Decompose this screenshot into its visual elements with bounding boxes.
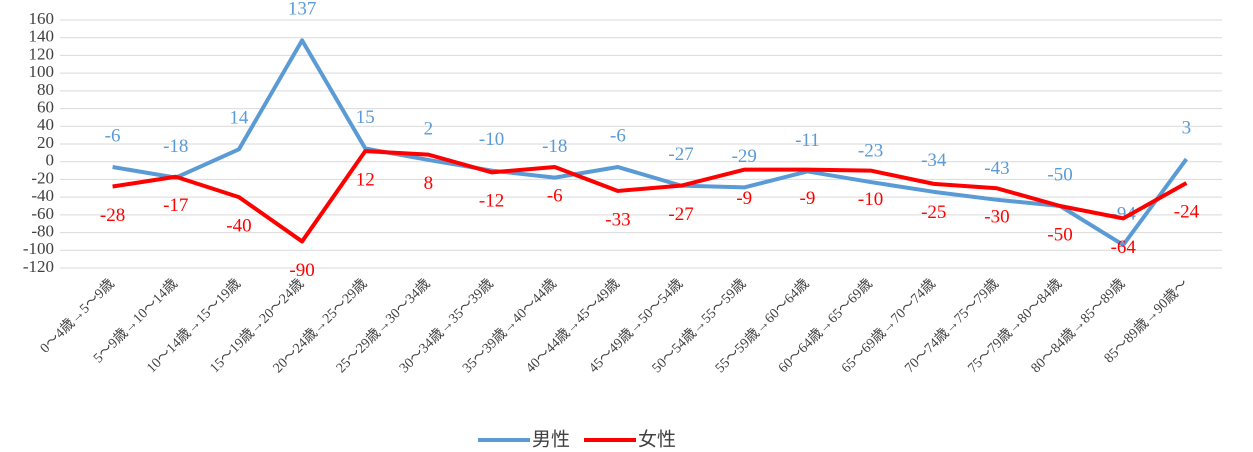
data-label: -64: [1111, 237, 1137, 258]
legend-label: 女性: [638, 429, 676, 451]
data-label: -6: [610, 125, 626, 146]
data-label: -10: [858, 189, 883, 210]
data-label: -18: [163, 136, 188, 157]
data-label: -50: [1047, 164, 1072, 185]
y-tick-label: 40: [37, 115, 54, 134]
data-label: 15: [356, 107, 375, 128]
data-label: -23: [858, 140, 883, 161]
data-label: -90: [289, 260, 314, 281]
data-label: -6: [105, 125, 121, 146]
data-label: -10: [479, 129, 504, 150]
data-label: 14: [229, 108, 249, 129]
y-tick-label: -80: [31, 221, 54, 240]
data-label: -25: [921, 202, 946, 223]
data-label: -18: [542, 136, 567, 157]
data-label: 12: [356, 169, 375, 190]
data-label: -17: [163, 195, 188, 216]
y-tick-label: 20: [37, 133, 54, 152]
data-label: 8: [424, 173, 434, 194]
line: [112, 38, 1189, 247]
y-tick-label: 120: [29, 44, 55, 63]
data-label: -6: [547, 185, 563, 206]
y-tick-label: -40: [31, 186, 54, 205]
data-label: -34: [921, 150, 947, 171]
data-label: -40: [226, 216, 251, 237]
y-tick-label: -60: [31, 204, 54, 223]
data-label: -33: [605, 209, 630, 230]
y-tick-label: 100: [29, 62, 55, 81]
data-label: -27: [668, 144, 693, 165]
y-tick-label: -120: [23, 257, 54, 276]
data-label: -29: [732, 146, 757, 167]
data-label: -24: [1174, 201, 1200, 222]
data-label: -43: [984, 158, 1009, 179]
data-label: -9: [736, 188, 752, 209]
data-label: 2: [424, 118, 434, 139]
legend-label: 男性: [532, 429, 570, 451]
y-tick-label: -20: [31, 168, 54, 187]
y-tick-label: 0: [46, 151, 55, 170]
y-tick-label: -100: [23, 239, 54, 258]
y-tick-label: 80: [37, 80, 54, 99]
data-label: -28: [100, 205, 125, 226]
line: [112, 149, 1188, 244]
data-label: -27: [668, 204, 693, 225]
data-label: -30: [984, 207, 1009, 228]
data-label: -11: [795, 130, 820, 151]
y-tick-label: 140: [29, 27, 55, 46]
data-label: 137: [288, 0, 317, 20]
data-label: -9: [800, 188, 816, 209]
data-label: -50: [1047, 224, 1072, 245]
y-tick-label: 60: [37, 97, 54, 116]
data-label: 3: [1182, 117, 1192, 138]
y-tick-label: 160: [29, 9, 55, 28]
data-label: -12: [479, 191, 504, 212]
